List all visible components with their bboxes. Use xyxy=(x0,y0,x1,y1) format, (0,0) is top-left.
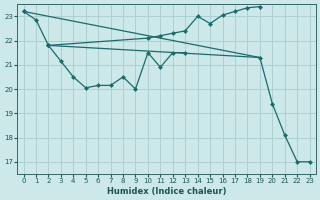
X-axis label: Humidex (Indice chaleur): Humidex (Indice chaleur) xyxy=(107,187,226,196)
